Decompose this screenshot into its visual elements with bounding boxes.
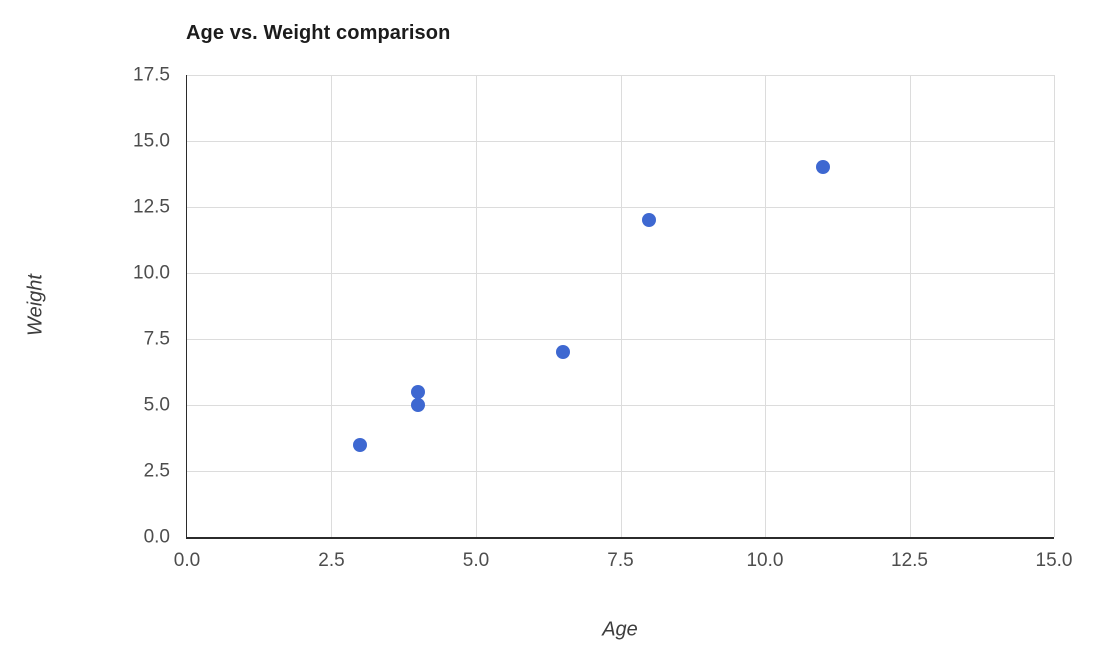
y-tick-label: 17.5 [133, 64, 170, 86]
y-axis-label: Weight [24, 274, 47, 336]
x-tick-label: 12.5 [891, 550, 928, 571]
gridline-vertical [909, 75, 911, 537]
x-tick-label: 2.5 [318, 550, 345, 571]
data-point [555, 345, 570, 360]
x-tick-label: 0.0 [173, 550, 201, 571]
x-axis-label: Age [602, 618, 638, 641]
data-point [815, 160, 830, 175]
gridline-vertical [620, 75, 622, 537]
x-tick-label: 5.0 [462, 550, 490, 571]
data-point [642, 213, 657, 228]
y-tick-label: 15.0 [133, 130, 170, 152]
gridline-vertical [331, 75, 333, 537]
y-tick-label: 5.0 [143, 394, 170, 416]
y-tick-label: 10.0 [133, 262, 170, 284]
y-tick-label: 7.5 [143, 328, 170, 350]
data-point [411, 398, 426, 412]
plot-area: 0.0 2.5 5.0 7.5 10.0 12.5 15.0 17.5 0.0 2.5 5.0 7.5… [133, 66, 1072, 571]
gridline-vertical [1054, 75, 1055, 537]
y-tick-label: 2.5 [143, 460, 170, 482]
x-tick-label: 7.5 [607, 550, 634, 571]
x-tick-label: 15.0 [1035, 550, 1073, 571]
y-tick-label: 12.5 [133, 196, 170, 218]
data-point [353, 437, 368, 452]
gridline-vertical [764, 75, 766, 537]
x-tick-label: 10.0 [746, 550, 784, 571]
chart-title: Age vs. Weight comparison [186, 22, 451, 44]
y-tick-label: 0.0 [143, 526, 170, 548]
gridline-vertical [475, 75, 477, 537]
data-point [411, 384, 426, 399]
